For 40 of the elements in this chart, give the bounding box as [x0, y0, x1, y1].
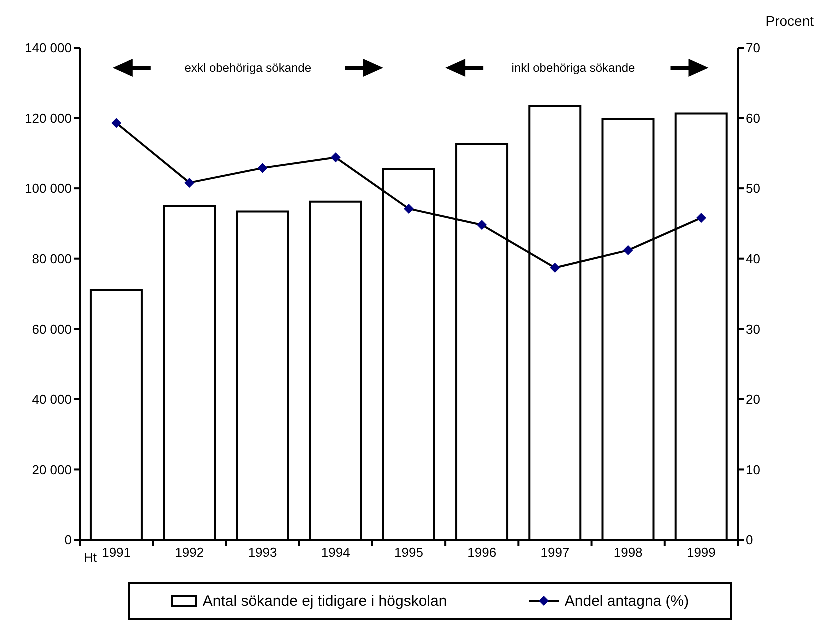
y2-tick-label: 70 [746, 40, 760, 56]
y-tick-label: 80 000 [32, 251, 72, 266]
point [330, 152, 341, 163]
x-tick-label: 1996 [468, 545, 497, 560]
legend-label: Antal sökande ej tidigare i högskolan [202, 592, 448, 610]
annotation: exkl obehöriga sökande [184, 61, 312, 75]
y2-tick-label: 20 [746, 392, 760, 408]
point [258, 163, 268, 174]
y-tick-label: 140 000 [25, 40, 72, 56]
point [477, 220, 488, 230]
y-tick-label: 120 000 [25, 110, 72, 126]
x-tick-label: 1993 [248, 545, 278, 560]
y2-tick-label: 40 [746, 251, 760, 266]
y-tick-label: 0 [64, 532, 72, 548]
y-tick-label: 100 000 [25, 181, 72, 196]
y2-tick-label: 10 [746, 462, 760, 478]
point [184, 178, 195, 188]
y-tick-label: 40 000 [32, 392, 72, 408]
point [623, 245, 634, 256]
y2-tick-label: 50 [746, 181, 760, 196]
y2-axis-title: Procent [766, 13, 814, 29]
point [112, 118, 122, 128]
y2-tick-label: 30 [746, 322, 760, 337]
x-tick-label: 1997 [540, 545, 570, 560]
point [696, 213, 706, 224]
text: Ht [84, 550, 98, 565]
y-tick-label: 20 000 [32, 462, 72, 478]
y2-tick-label: 0 [746, 532, 754, 548]
x-tick-label: 1992 [175, 545, 204, 560]
annotation: inkl obehöriga sökande [512, 61, 636, 75]
x-tick-label: 1994 [321, 545, 350, 560]
x-tick-label: 1999 [686, 545, 716, 560]
x-tick-label: 1991 [102, 545, 132, 560]
legend-label: Andel antagna (%) [564, 592, 690, 610]
x-tick-label: 1995 [394, 545, 424, 560]
point [404, 204, 414, 214]
point [550, 262, 560, 273]
y2-tick-label: 60 [746, 110, 760, 126]
x-tick-label: 1998 [614, 545, 643, 560]
y-tick-label: 60 000 [32, 322, 72, 337]
